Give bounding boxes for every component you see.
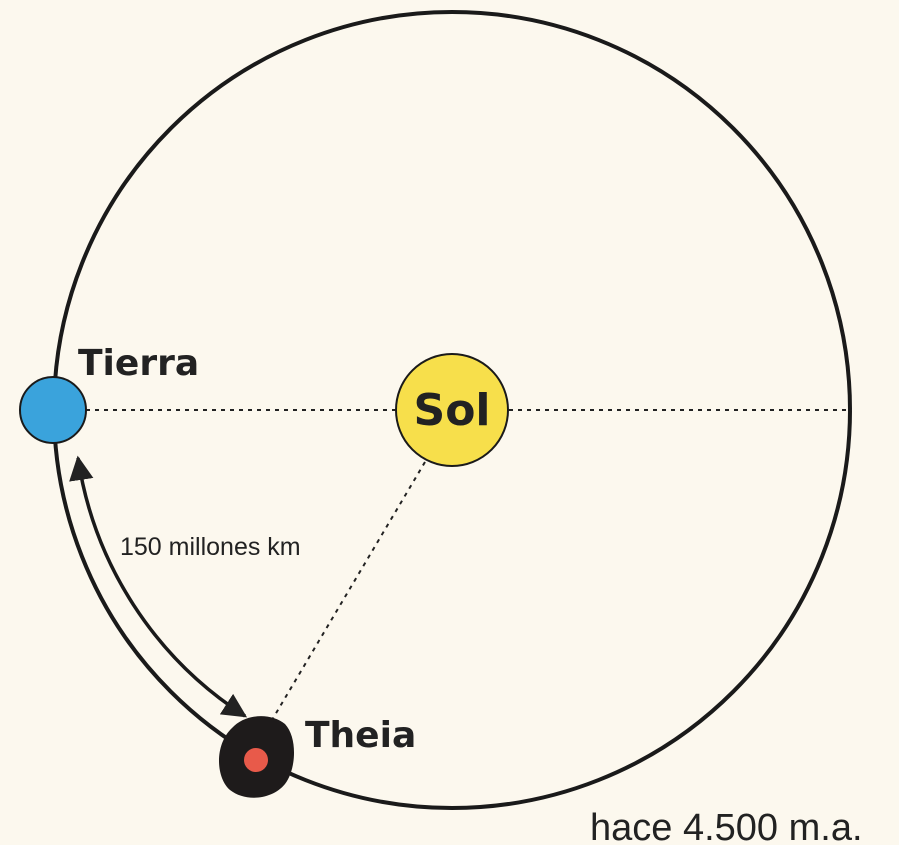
theia-core bbox=[244, 748, 268, 772]
earth-label: Tierra bbox=[78, 343, 199, 384]
diagram: Tierra Sol Theia 150 millones km hace 4.… bbox=[0, 0, 899, 845]
theia-label: Theia bbox=[305, 715, 416, 756]
earth bbox=[20, 377, 86, 443]
caption: hace 4.500 m.a. bbox=[590, 807, 863, 845]
distance-label: 150 millones km bbox=[120, 533, 301, 561]
sun-label: Sol bbox=[414, 385, 491, 436]
page: Tierra Sol Theia 150 millones km hace 4.… bbox=[0, 0, 899, 845]
